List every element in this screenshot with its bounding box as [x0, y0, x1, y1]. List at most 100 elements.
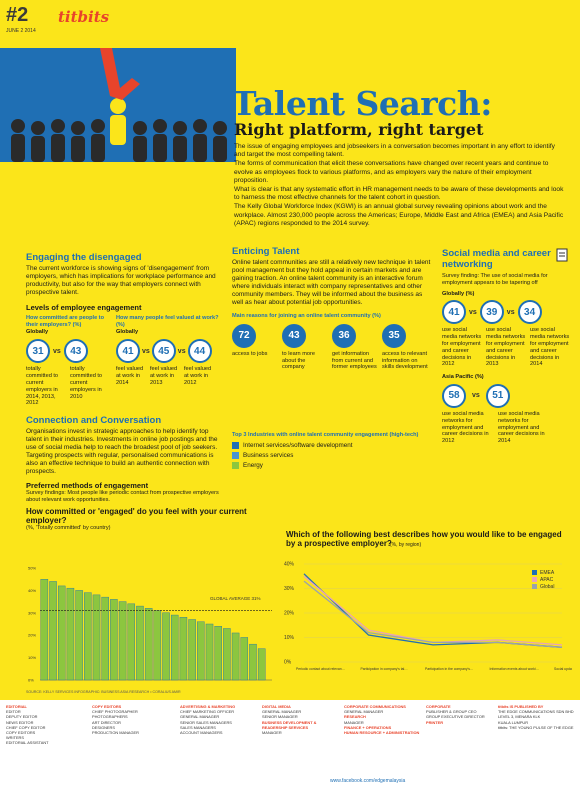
- footer-column: titbits IS PUBLISHED BY THE EDGE COMMUNIC…: [498, 704, 574, 730]
- x-tick-label: Participation in company's tal…: [361, 667, 408, 671]
- stat-label: use social media networks for employment…: [442, 327, 482, 368]
- footer-column: CORPORATE PUBLISHER & GROUP CEO GROUP EXEC…: [426, 704, 485, 725]
- header: #2 JUNE 2 2014 titbits: [0, 0, 580, 44]
- engagement-line-chart: 0% 10% 20% 30% 40% Periodic contact about rel…: [284, 562, 572, 672]
- committed-question: How committed are people to their employ…: [26, 315, 105, 328]
- legend-label: Global: [540, 584, 554, 590]
- social-section: Social media and career networking Surve…: [442, 248, 574, 445]
- reason-item: 72 access to jobs: [232, 323, 278, 371]
- footer-column: ADVERTISING & MARKETING CHIEF MARKETING O…: [180, 704, 236, 736]
- intro-paragraph: The issue of engaging employees and jobs…: [234, 143, 555, 159]
- legend-swatch: [232, 451, 239, 459]
- bar: [240, 637, 249, 681]
- section-heading: Engaging the disengaged: [26, 252, 142, 263]
- bar: [144, 608, 153, 681]
- bar: [84, 592, 92, 681]
- stat-label: use social media networks for employment…: [498, 410, 545, 445]
- stat-label: feel valued at work in 2013: [150, 366, 178, 386]
- intro-paragraph: What is clear is that any systematic eff…: [234, 186, 564, 202]
- line-chart-title: Which of the following best describes ho…: [286, 530, 562, 548]
- industries-heading: Top 3 Industries with online talent comm…: [232, 432, 419, 438]
- legend-label: Energy: [243, 461, 263, 469]
- stat-label: totally committed to current employers i…: [26, 366, 59, 407]
- bar: [197, 621, 205, 681]
- section-heading: Social media and career networking: [442, 248, 551, 270]
- bar: [231, 632, 240, 681]
- bar: [66, 587, 75, 681]
- legend-swatch: [532, 570, 537, 575]
- legend-label: APAC: [540, 577, 554, 583]
- y-tick-label: 30%: [284, 586, 295, 592]
- section-heading: Connection and Conversation: [26, 415, 162, 427]
- bar: [257, 648, 266, 681]
- x-tick-label: Periodic contact about relevan…: [296, 667, 345, 671]
- bar-chart-subtitle: (%, 'Totally committed' by country): [26, 524, 111, 531]
- document-icon: [556, 248, 568, 262]
- brand-logo: titbits: [58, 8, 110, 26]
- y-tick-label: 40%: [28, 588, 36, 593]
- bar: [127, 603, 136, 681]
- line-chart-subtitle: (%, by region): [390, 542, 422, 548]
- facebook-link[interactable]: www.facebook.com/edgemalaysia: [330, 778, 406, 784]
- intro-paragraph: The Kelly Global Workforce Index (KGWI) …: [234, 203, 564, 227]
- footer: EDITORIAL EDITOR DEPUTY EDITOR NEWS EDITOR C…: [0, 700, 580, 811]
- reason-label: access to relevant information on skills…: [382, 350, 428, 371]
- bar: [179, 617, 188, 681]
- reason-value: 72: [232, 323, 256, 348]
- global-label: Globally (%): [442, 290, 475, 297]
- enticing-section: Enticing Talent Online talent communitie…: [232, 246, 432, 371]
- y-tick-label: 20%: [284, 611, 295, 617]
- reasons-heading: Main reasons for joining an online talen…: [232, 313, 381, 319]
- bar: [170, 614, 179, 681]
- bar: [153, 610, 162, 681]
- page-subtitle: Right platform, right target: [234, 120, 484, 139]
- stat-circle: 39: [479, 300, 504, 325]
- vs-label: vs: [177, 347, 186, 355]
- vs-label: vs: [472, 392, 480, 400]
- footer-column: DIGITAL MEDIA GENERAL MANAGER SENIOR MANAG…: [262, 704, 317, 736]
- bar-chart-title: How committed or 'engaged' do you feel w…: [26, 506, 247, 525]
- bar: [205, 623, 214, 681]
- stat-circle: 34: [517, 300, 542, 325]
- pref-heading: Preferred methods of engagement: [26, 481, 149, 491]
- vs-label: vs: [53, 347, 61, 355]
- stat-label: totally committed to current employers i…: [70, 366, 103, 400]
- bar: [92, 594, 101, 681]
- disengaged-section: Engaging the disengaged The current work…: [26, 252, 247, 532]
- reason-item: 35 access to relevant information on ski…: [382, 323, 428, 371]
- reason-value: 36: [332, 323, 356, 348]
- stat-circle: 45: [151, 339, 176, 364]
- stat-circle: 44: [187, 339, 212, 364]
- legend-swatch: [532, 577, 537, 582]
- y-tick-label: 10%: [28, 655, 36, 660]
- vs-label: vs: [469, 308, 477, 316]
- section-text: Organisations invest in strategic approa…: [26, 428, 218, 476]
- stat-label: use social media networks for employment…: [486, 327, 526, 368]
- stat-circle: 41: [442, 300, 466, 325]
- bar: [249, 643, 257, 681]
- reason-value: 43: [282, 323, 306, 348]
- series-line: [303, 573, 563, 648]
- global-average-label: GLOBAL AVERAGE 31%: [210, 596, 261, 601]
- vs-label: vs: [506, 308, 515, 316]
- pref-text: Survey findings: Most people like period…: [26, 490, 219, 503]
- x-tick-label: Information events about worki…: [490, 667, 540, 671]
- reason-value: 35: [382, 323, 406, 348]
- bar: [40, 579, 49, 681]
- valued-question: How many people feel valued at work? (%): [116, 315, 219, 328]
- intro-paragraph: The forms of communication that elicit t…: [234, 160, 549, 184]
- section-heading: Enticing Talent: [232, 246, 300, 257]
- x-tick-label: Participation in the company's…: [425, 667, 473, 671]
- source-credit: SOURCE: KELLY SERVICES INFOGRAPHIC: BUSI…: [26, 690, 181, 694]
- reason-label: to learn more about the company: [282, 350, 315, 371]
- bar: [101, 596, 109, 681]
- bar: [110, 599, 118, 681]
- social-finding: Survey finding: The use of social media …: [442, 273, 548, 286]
- reason-label: get information from current and former …: [332, 350, 377, 371]
- legend-swatch: [532, 584, 537, 589]
- bar: [136, 605, 144, 681]
- series-line: [303, 580, 563, 648]
- stat-label: use social media networks for employment…: [442, 410, 489, 445]
- legend-item: Energy: [232, 461, 432, 469]
